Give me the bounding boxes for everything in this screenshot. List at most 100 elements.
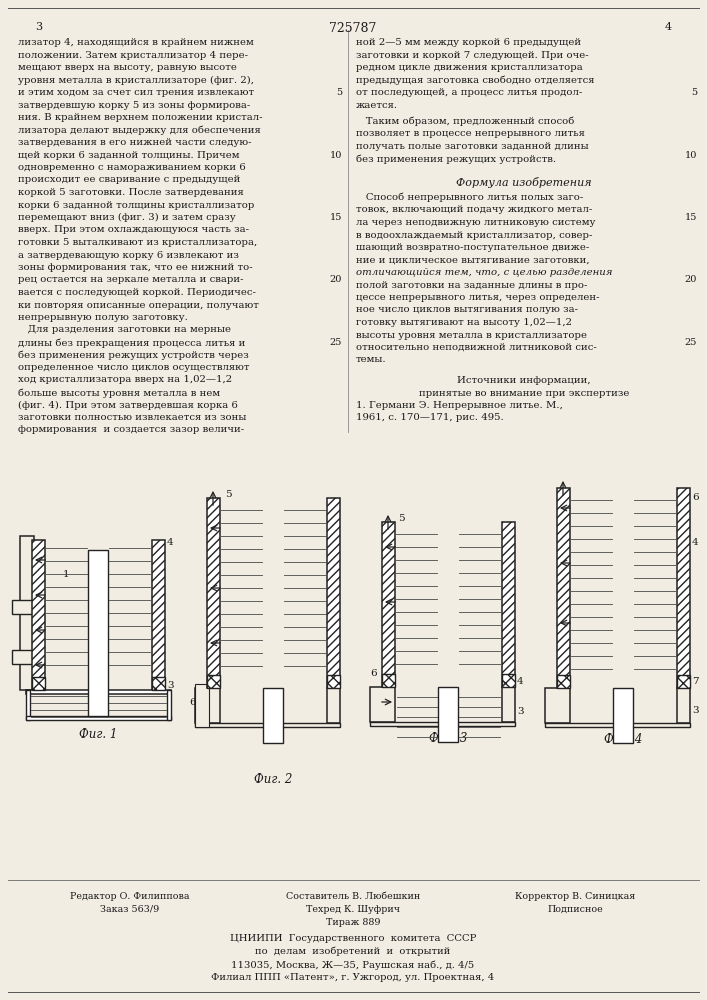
Text: Способ непрерывного литья полых заго-: Способ непрерывного литья полых заго-	[356, 193, 583, 202]
Bar	[557, 488, 570, 688]
Bar	[195, 723, 340, 727]
Bar	[195, 688, 220, 723]
Text: Таким образом, предложенный способ: Таким образом, предложенный способ	[356, 117, 574, 126]
Text: Фиг. 3: Фиг. 3	[429, 732, 467, 745]
Text: позволяет в процессе непрерывного литья: позволяет в процессе непрерывного литья	[356, 129, 585, 138]
Text: по  делам  изобретений  и  открытий: по делам изобретений и открытий	[255, 947, 450, 956]
Text: относительно неподвижной литниковой сис-: относительно неподвижной литниковой сис-	[356, 343, 597, 352]
Bar	[382, 522, 395, 687]
Text: а затвердевающую корку 6 извлекают из: а затвердевающую корку 6 извлекают из	[18, 250, 239, 259]
Text: мещают вверх на высоту, равную высоте: мещают вверх на высоту, равную высоте	[18, 63, 237, 72]
Text: одновременно с намораживанием корки 6: одновременно с намораживанием корки 6	[18, 163, 246, 172]
Text: редном цикле движения кристаллизатора: редном цикле движения кристаллизатора	[356, 63, 583, 72]
Text: затвердевания в его нижней части следую-: затвердевания в его нижней части следую-	[18, 138, 252, 147]
Text: 7: 7	[692, 677, 699, 686]
Text: Филиал ППП «Патент», г. Ужгород, ул. Проектная, 4: Филиал ППП «Патент», г. Ужгород, ул. Про…	[211, 973, 495, 982]
Text: без применения режущих устройств.: без применения режущих устройств.	[356, 154, 556, 164]
Text: товок, включающий подачу жидкого метал-: товок, включающий подачу жидкого метал-	[356, 206, 592, 215]
Text: 20: 20	[684, 275, 697, 284]
Text: Корректор В. Синицкая: Корректор В. Синицкая	[515, 892, 635, 901]
Bar	[26, 716, 171, 720]
Text: (фиг. 4). При этом затвердевшая корка 6: (фиг. 4). При этом затвердевшая корка 6	[18, 400, 238, 410]
Text: 10: 10	[329, 150, 342, 159]
Bar	[502, 687, 515, 722]
Text: предыдущая заготовка свободно отделяется: предыдущая заготовка свободно отделяется	[356, 76, 595, 85]
Text: лизатор 4, находящийся в крайнем нижнем: лизатор 4, находящийся в крайнем нижнем	[18, 38, 254, 47]
Text: лизатора делают выдержку для обеспечения: лизатора делают выдержку для обеспечения	[18, 125, 261, 135]
Text: коркой 5 заготовки. После затвердевания: коркой 5 заготовки. После затвердевания	[18, 188, 244, 197]
Bar	[502, 674, 515, 687]
Text: Фиг. 4: Фиг. 4	[604, 733, 642, 746]
Text: 4: 4	[665, 22, 672, 32]
Text: ки повторяя описанные операции, получают: ки повторяя описанные операции, получают	[18, 300, 259, 310]
Bar	[12, 600, 34, 614]
Text: 1961, с. 170—171, рис. 495.: 1961, с. 170—171, рис. 495.	[356, 414, 504, 422]
Text: Для разделения заготовки на мерные: Для разделения заготовки на мерные	[18, 326, 231, 334]
Bar	[613, 688, 633, 743]
Text: 25: 25	[329, 338, 342, 347]
Text: 5: 5	[691, 88, 697, 97]
Text: непрерывную полую заготовку.: непрерывную полую заготовку.	[18, 313, 188, 322]
Text: формирования  и создается зазор величи-: формирования и создается зазор величи-	[18, 426, 244, 434]
Text: темы.: темы.	[356, 356, 387, 364]
Bar	[438, 687, 458, 742]
Text: затвердевшую корку 5 из зоны формирова-: затвердевшую корку 5 из зоны формирова-	[18, 101, 250, 109]
Text: шающий возвратно-поступательное движе-: шающий возвратно-поступательное движе-	[356, 243, 589, 252]
Text: положении. Затем кристаллизатор 4 пере-: положении. Затем кристаллизатор 4 пере-	[18, 50, 248, 60]
Text: происходит ее сваривание с предыдущей: происходит ее сваривание с предыдущей	[18, 176, 240, 184]
Text: Заказ 563/9: Заказ 563/9	[100, 905, 160, 914]
Text: Источники информации,: Источники информации,	[457, 376, 591, 385]
Bar	[152, 540, 165, 690]
Text: без применения режущих устройств через: без применения режущих устройств через	[18, 351, 249, 360]
Bar	[88, 550, 108, 716]
Text: определенное число циклов осуществляют: определенное число циклов осуществляют	[18, 363, 250, 372]
Text: Формула изобретения: Формула изобретения	[456, 177, 592, 188]
Bar	[152, 677, 165, 690]
Bar	[207, 675, 220, 688]
Text: жается.: жается.	[356, 101, 398, 109]
Text: вверх. При этом охлаждающуюся часть за-: вверх. При этом охлаждающуюся часть за-	[18, 226, 249, 234]
Text: длины без прекращения процесса литья и: длины без прекращения процесса литья и	[18, 338, 245, 348]
Text: отличающийся тем, что, с целью разделения: отличающийся тем, что, с целью разделени…	[356, 268, 612, 277]
Text: Фиг. 1: Фиг. 1	[78, 728, 117, 741]
Text: от последующей, а процесс литья продол-: от последующей, а процесс литья продол-	[356, 88, 583, 97]
Text: ное число циклов вытягивания полую за-: ное число циклов вытягивания полую за-	[356, 306, 578, 314]
Text: 113035, Москва, Ж—35, Раушская наб., д. 4/5: 113035, Москва, Ж—35, Раушская наб., д. …	[231, 960, 474, 970]
Text: ЦНИИПИ  Государственного  комитета  СССР: ЦНИИПИ Государственного комитета СССР	[230, 934, 477, 943]
Text: рец остается на зеркале металла и свари-: рец остается на зеркале металла и свари-	[18, 275, 243, 284]
Text: принятые во внимание при экспертизе: принятые во внимание при экспертизе	[419, 388, 629, 397]
Text: 4: 4	[167, 538, 174, 547]
Text: заготовки полностью извлекается из зоны: заготовки полностью извлекается из зоны	[18, 413, 246, 422]
Text: 10: 10	[684, 150, 697, 159]
Bar	[677, 488, 690, 688]
Text: получать полые заготовки заданной длины: получать полые заготовки заданной длины	[356, 142, 589, 151]
Bar	[20, 536, 34, 690]
Text: ла через неподвижную литниковую систему: ла через неподвижную литниковую систему	[356, 218, 595, 227]
Bar	[327, 688, 340, 723]
Text: ние и циклическое вытягивание заготовки,: ние и циклическое вытягивание заготовки,	[356, 255, 590, 264]
Text: готовки 5 выталкивают из кристаллизатора,: готовки 5 выталкивают из кристаллизатора…	[18, 238, 257, 247]
Text: 4: 4	[692, 538, 699, 547]
Text: щей корки 6 заданной толщины. Причем: щей корки 6 заданной толщины. Причем	[18, 150, 240, 159]
Text: 15: 15	[329, 213, 342, 222]
Text: 20: 20	[329, 275, 342, 284]
Bar	[677, 675, 690, 688]
Text: Фиг. 2: Фиг. 2	[254, 773, 292, 786]
Text: Подписное: Подписное	[547, 905, 603, 914]
Text: больше высоты уровня металла в нем: больше высоты уровня металла в нем	[18, 388, 220, 397]
Text: 1: 1	[63, 570, 69, 579]
Bar	[32, 540, 45, 690]
Text: ход кристаллизатора вверх на 1,02—1,2: ход кристаллизатора вверх на 1,02—1,2	[18, 375, 232, 384]
Text: Редактор О. Филиппова: Редактор О. Филиппова	[70, 892, 189, 901]
Text: перемещают вниз (фиг. 3) и затем сразу: перемещают вниз (фиг. 3) и затем сразу	[18, 213, 235, 222]
Text: 6: 6	[189, 698, 196, 707]
Bar	[12, 650, 34, 664]
Text: цессе непрерывного литья, через определен-: цессе непрерывного литья, через определе…	[356, 293, 600, 302]
Text: уровня металла в кристаллизаторе (фиг. 2),: уровня металла в кристаллизаторе (фиг. 2…	[18, 76, 254, 85]
Bar	[557, 675, 570, 688]
Bar	[545, 723, 690, 727]
Text: 5: 5	[336, 88, 342, 97]
Text: 3: 3	[35, 22, 42, 32]
Text: 6: 6	[692, 493, 699, 502]
Text: ния. В крайнем верхнем положении кристал-: ния. В крайнем верхнем положении кристал…	[18, 113, 262, 122]
